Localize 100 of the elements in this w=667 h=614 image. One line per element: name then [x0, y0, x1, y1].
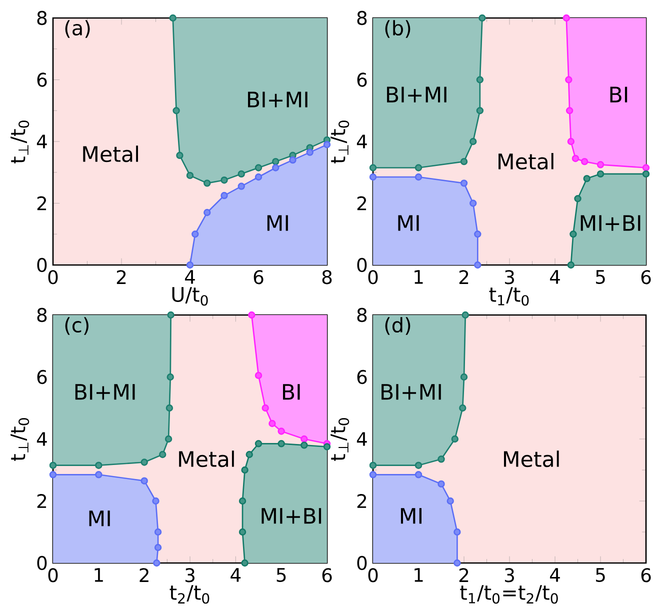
- point: [238, 528, 246, 536]
- point: [154, 544, 162, 552]
- x-tick-label: 3: [185, 568, 194, 582]
- y-tick-label: 0: [357, 556, 367, 570]
- point: [567, 261, 575, 269]
- annotation: MI: [267, 215, 288, 231]
- annotation: MI+BI: [262, 508, 322, 524]
- x-tick-label: 3: [504, 568, 514, 582]
- point: [562, 14, 570, 22]
- x-tick-label: 6: [641, 568, 651, 582]
- annotation: BI+MI: [75, 384, 135, 400]
- chart-title: (c): [65, 317, 88, 335]
- point: [460, 158, 468, 166]
- x-tick-label: 4: [550, 270, 560, 284]
- chart-title: (d): [385, 317, 410, 335]
- point: [154, 528, 162, 536]
- point: [140, 458, 148, 466]
- point: [153, 559, 160, 567]
- point: [204, 208, 211, 216]
- point: [238, 497, 246, 505]
- y-tick-label: 8: [357, 308, 367, 322]
- point: [254, 173, 262, 181]
- point: [238, 182, 245, 190]
- point: [169, 14, 176, 22]
- point: [238, 170, 245, 178]
- point: [268, 420, 276, 428]
- point: [278, 440, 285, 448]
- x-tick-label: 0: [48, 270, 58, 284]
- point: [414, 164, 422, 172]
- y-tick-label: 6: [37, 370, 47, 384]
- point: [460, 373, 468, 381]
- point: [241, 466, 248, 474]
- x-tick-label: 2: [459, 270, 468, 284]
- point: [254, 440, 262, 448]
- y-tick-label: 2: [37, 494, 46, 508]
- point: [323, 443, 331, 450]
- x-tick-label: 8: [322, 270, 332, 284]
- x-tick-label: 6: [254, 270, 264, 284]
- y-tick-label: 8: [37, 308, 47, 322]
- y-tick-label: 6: [357, 72, 367, 87]
- point: [254, 164, 262, 172]
- y-axis-title: t$_{⊥}$/t$_{0}$: [330, 120, 350, 164]
- annotation: MI: [398, 215, 419, 231]
- x-tick-label: 0: [48, 568, 58, 582]
- point: [176, 152, 184, 159]
- x-tick-label: 0: [368, 568, 378, 582]
- annotation: MI: [89, 510, 110, 526]
- x-tick-label: 0: [368, 270, 378, 284]
- y-tick-label: 0: [37, 258, 47, 272]
- point: [438, 480, 445, 488]
- x-axis-title: t$_{1}$/t$_{0}$=t$_{2}$/t$_{0}$: [460, 585, 558, 604]
- point: [470, 138, 477, 146]
- point: [414, 462, 422, 469]
- point: [152, 497, 160, 505]
- x-tick-label: 5: [596, 568, 605, 582]
- x-axis-title: t$_{1}$/t$_{0}$: [489, 287, 529, 306]
- point: [204, 180, 211, 187]
- point: [369, 173, 377, 181]
- point: [248, 311, 256, 319]
- point: [460, 180, 468, 187]
- y-tick-label: 2: [357, 494, 366, 508]
- x-tick-label: 6: [322, 568, 332, 582]
- point: [246, 450, 253, 458]
- x-tick-label: 1: [94, 568, 103, 582]
- point: [459, 404, 466, 412]
- point: [272, 164, 280, 172]
- point: [583, 174, 590, 182]
- point: [574, 195, 582, 202]
- point: [186, 172, 194, 180]
- x-tick-label: 1: [414, 568, 423, 582]
- annotation: BI: [283, 384, 300, 400]
- annotation: Metal: [179, 450, 234, 468]
- point: [414, 471, 422, 478]
- x-tick-label: 2: [459, 568, 468, 582]
- y-tick-label: 8: [357, 10, 367, 26]
- chart-title: (b): [385, 20, 410, 38]
- point: [414, 173, 422, 181]
- x-tick-label: 5: [596, 270, 605, 284]
- x-tick-label: 3: [504, 270, 514, 284]
- point: [220, 192, 228, 200]
- x-tick-label: 1: [414, 270, 423, 284]
- point: [446, 497, 454, 505]
- point: [474, 230, 482, 238]
- y-axis-title: t$_{⊥}$/t$_{0}$: [10, 120, 30, 164]
- point: [323, 140, 331, 148]
- point: [570, 230, 577, 238]
- point: [476, 107, 484, 114]
- point: [278, 428, 285, 435]
- y-tick-label: 2: [357, 196, 366, 210]
- point: [478, 14, 486, 22]
- x-tick-label: 2: [140, 568, 148, 582]
- point: [254, 372, 262, 380]
- x-tick-label: 5: [276, 568, 286, 582]
- point: [186, 261, 194, 269]
- y-tick-label: 0: [357, 258, 367, 272]
- point: [220, 176, 228, 184]
- x-tick-label: 4: [230, 568, 241, 582]
- point: [369, 462, 377, 469]
- point: [454, 559, 461, 567]
- x-axis-title: U/t$_{0}$: [172, 287, 208, 306]
